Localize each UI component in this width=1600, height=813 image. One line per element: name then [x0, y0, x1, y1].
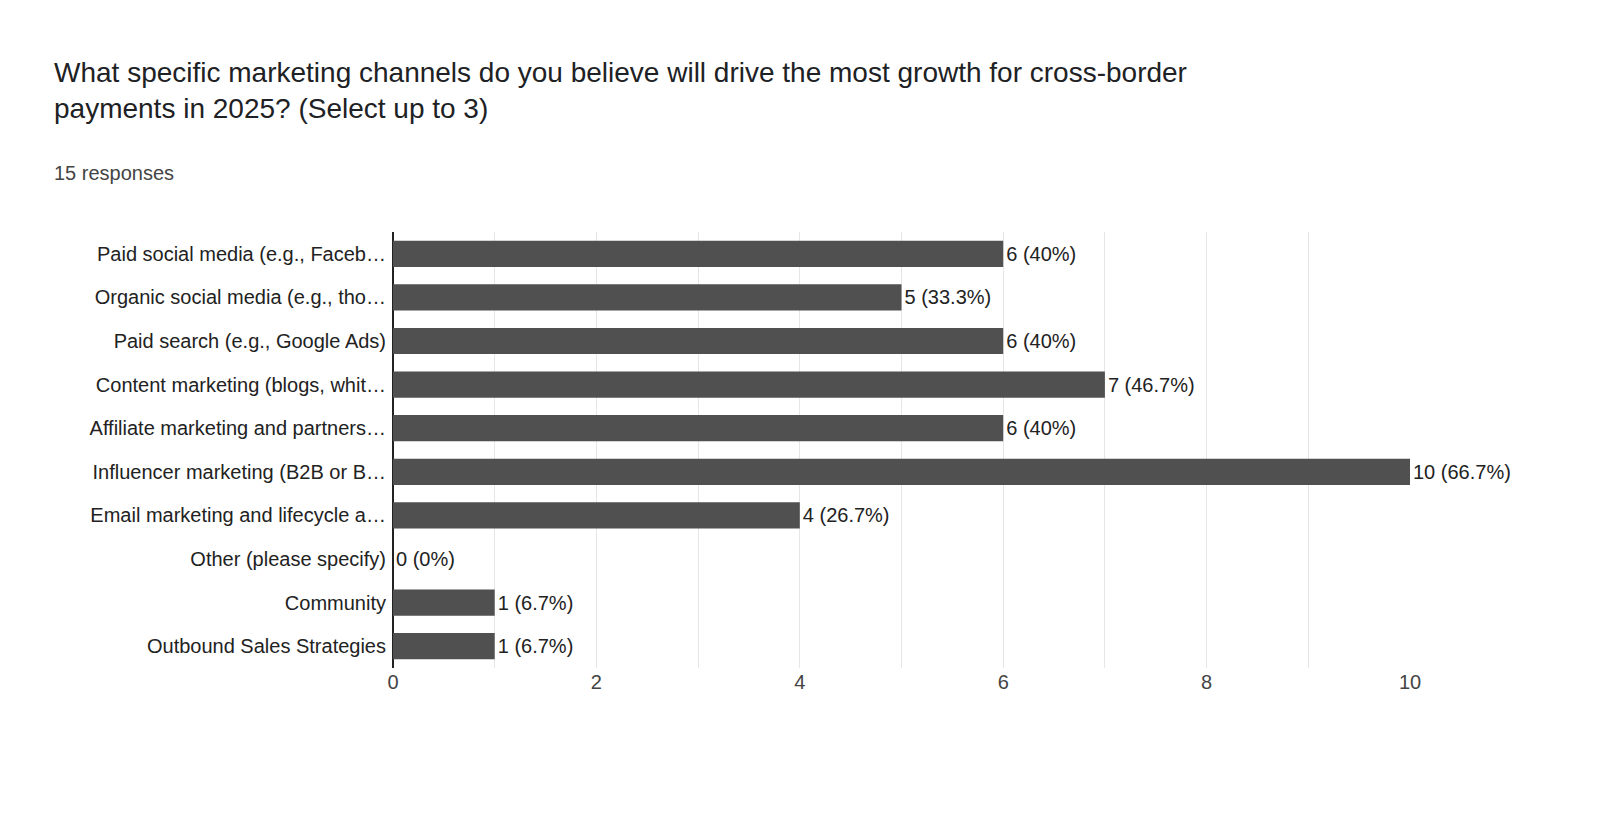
svg-text:Email marketing and lifecycle: Email marketing and lifecycle a… — [90, 504, 386, 526]
svg-text:15 responses: 15 responses — [54, 162, 174, 184]
svg-text:0 (0%): 0 (0%) — [396, 548, 455, 570]
svg-text:7 (46.7%): 7 (46.7%) — [1108, 374, 1195, 396]
svg-text:Affiliate marketing and partne: Affiliate marketing and partners… — [90, 417, 386, 439]
svg-text:1 (6.7%): 1 (6.7%) — [498, 635, 574, 657]
svg-text:Content marketing (blogs, whit: Content marketing (blogs, whit… — [96, 374, 386, 396]
svg-text:0: 0 — [387, 671, 398, 693]
svg-text:Paid search (e.g., Google Ads): Paid search (e.g., Google Ads) — [114, 330, 386, 352]
svg-text:6: 6 — [998, 671, 1009, 693]
svg-text:6 (40%): 6 (40%) — [1006, 417, 1076, 439]
svg-text:Outbound Sales Strategies: Outbound Sales Strategies — [147, 635, 386, 657]
svg-text:6 (40%): 6 (40%) — [1006, 243, 1076, 265]
svg-text:1 (6.7%): 1 (6.7%) — [498, 592, 574, 614]
svg-text:2: 2 — [591, 671, 602, 693]
svg-text:4: 4 — [794, 671, 805, 693]
svg-text:What specific marketing channe: What specific marketing channels do you … — [54, 57, 1187, 124]
svg-text:Paid social media (e.g., Faceb: Paid social media (e.g., Faceb… — [97, 243, 386, 265]
svg-text:10: 10 — [1399, 671, 1421, 693]
svg-text:6 (40%): 6 (40%) — [1006, 330, 1076, 352]
svg-text:8: 8 — [1201, 671, 1212, 693]
svg-text:4 (26.7%): 4 (26.7%) — [803, 504, 890, 526]
svg-text:10 (66.7%): 10 (66.7%) — [1413, 461, 1511, 483]
svg-text:Other (please specify): Other (please specify) — [190, 548, 386, 570]
svg-text:Organic social media (e.g., th: Organic social media (e.g., tho… — [95, 286, 386, 308]
svg-text:Community: Community — [285, 592, 386, 614]
svg-text:5 (33.3%): 5 (33.3%) — [905, 286, 992, 308]
svg-text:Influencer marketing (B2B or B: Influencer marketing (B2B or B… — [93, 461, 386, 483]
